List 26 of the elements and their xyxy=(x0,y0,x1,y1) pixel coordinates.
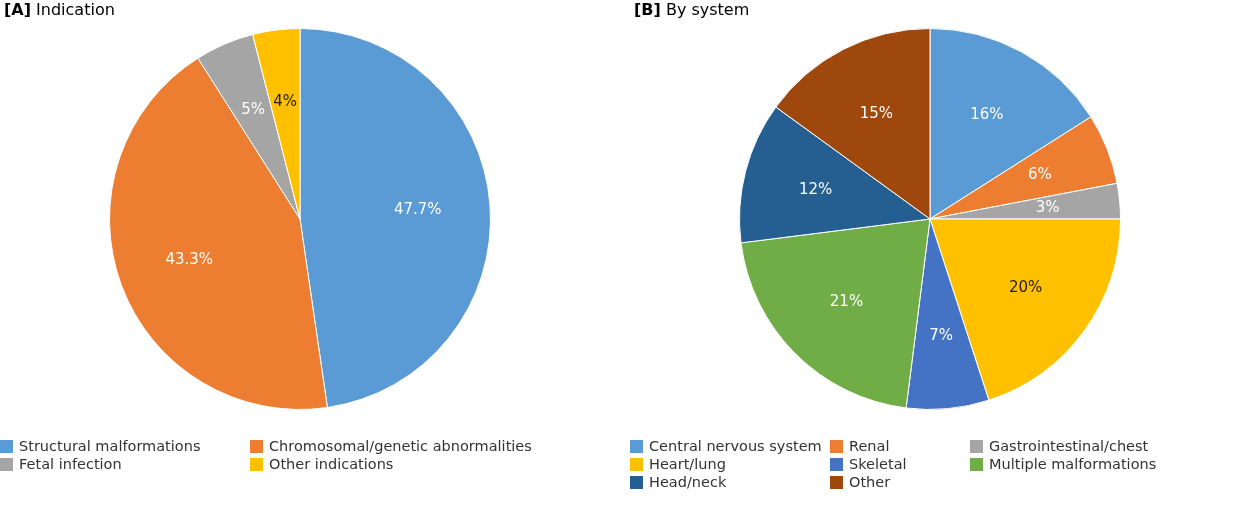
legend-label: Structural malformations xyxy=(19,438,201,454)
legend-label: Multiple malformations xyxy=(989,456,1157,472)
legend-label: Other xyxy=(849,474,891,490)
legend-label: Central nervous system xyxy=(649,438,822,454)
data-label: 15% xyxy=(859,103,894,122)
legend-label: Renal xyxy=(849,438,890,454)
legend-label: Fetal infection xyxy=(19,456,122,472)
data-label: 20% xyxy=(1008,278,1043,297)
chart-title: [B] By system xyxy=(634,0,750,19)
data-label: 6% xyxy=(1027,165,1052,184)
chart-title: [A] Indication xyxy=(4,0,115,19)
data-label: 3% xyxy=(1035,197,1060,216)
legend-label: Other indications xyxy=(269,456,394,472)
legend-label: Gastrointestinal/chest xyxy=(989,438,1149,454)
data-label: 16% xyxy=(970,105,1004,124)
data-label: 4% xyxy=(273,91,298,110)
legend-label: Skeletal xyxy=(849,456,907,472)
data-label: 47.7% xyxy=(393,200,442,219)
data-label: 12% xyxy=(798,179,833,198)
legend-label: Head/neck xyxy=(649,474,727,490)
legend-label: Chromosomal/genetic abnormalities xyxy=(269,438,532,454)
data-label: 43.3% xyxy=(165,249,214,268)
data-label: 5% xyxy=(241,100,265,119)
data-label: 7% xyxy=(929,326,954,345)
data-label: 21% xyxy=(829,292,864,311)
legend-label: Heart/lung xyxy=(649,456,726,472)
